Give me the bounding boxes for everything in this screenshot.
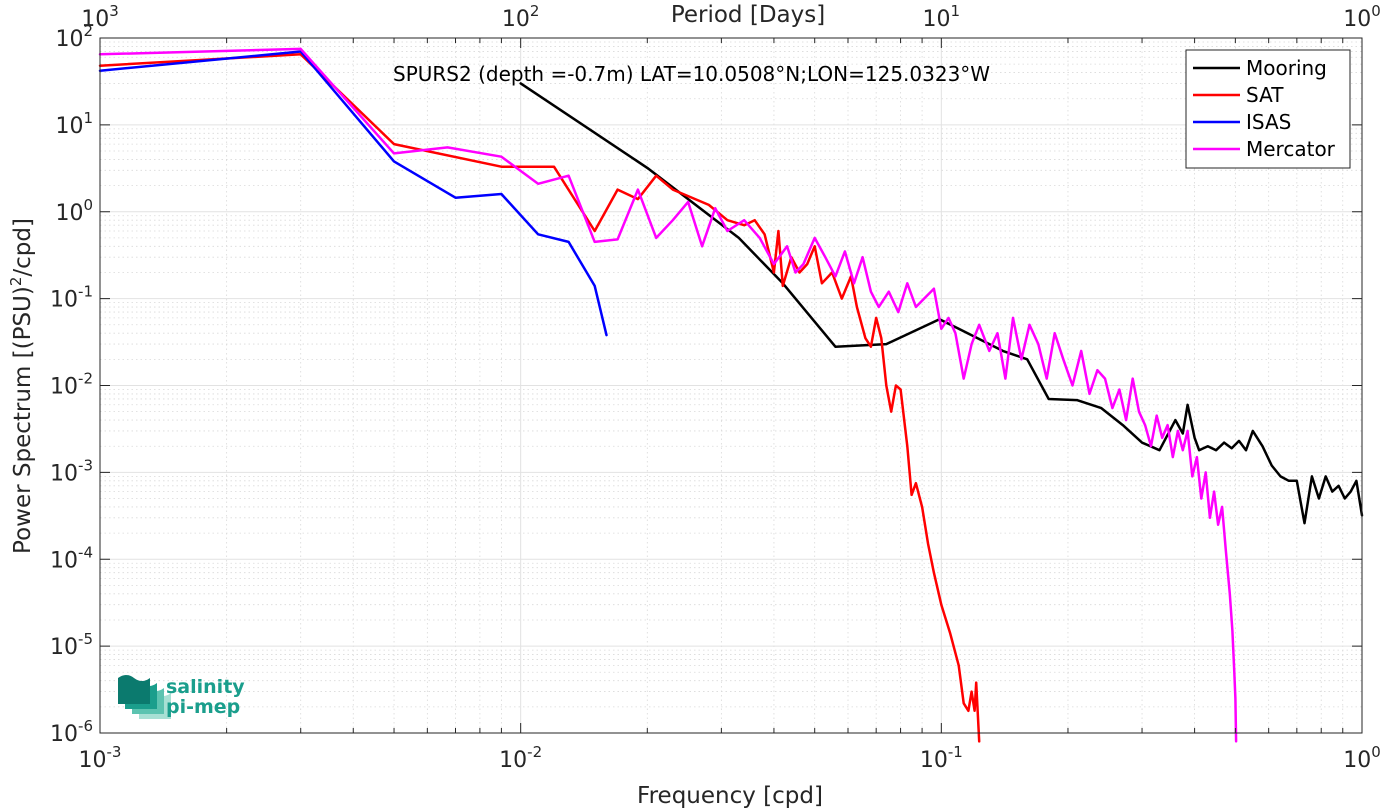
series-line-mercator <box>98 47 1238 743</box>
y-tick-label: 101 <box>55 109 93 139</box>
y-tick-label-exponent: 1 <box>83 109 93 127</box>
y-axis-title-end: /cpd] <box>10 218 36 277</box>
x-tick-label: 10-1 <box>920 743 963 773</box>
y-tick-label-base: 10 <box>55 201 83 226</box>
y-tick-label-exponent: 2 <box>83 22 93 40</box>
y-tick-label: 102 <box>55 22 93 52</box>
legend: Mooring SAT ISAS Mercator <box>1185 49 1351 169</box>
legend-label-sat: SAT <box>1246 83 1284 107</box>
x-tick-label-exponent: -1 <box>948 743 963 761</box>
legend-label-mooring: Mooring <box>1246 56 1327 80</box>
top-tick-label-base: 10 <box>923 7 951 32</box>
y-tick-label: 10-4 <box>50 543 93 573</box>
x-tick-labels: 10-3 10-2 10-1 100 <box>79 743 1381 773</box>
y-axis-title: Power Spectrum [(PSU)2/cpd] <box>7 218 36 554</box>
y-tick-label-exponent: -5 <box>78 630 93 648</box>
top-tick-label-exponent: 2 <box>530 2 540 20</box>
y-tick-label-base: 10 <box>50 635 78 660</box>
top-tick-label-exponent: 3 <box>109 2 119 20</box>
logo-text-line1: salinity <box>166 676 245 698</box>
top-tick-label-base: 10 <box>81 7 109 32</box>
y-tick-label-exponent: -4 <box>78 543 93 561</box>
y-tick-label-base: 10 <box>55 114 83 139</box>
y-tick-label-base: 10 <box>50 548 78 573</box>
salinity-pi-mep-logo: salinity pi-mep <box>118 675 245 719</box>
x-tick-label: 100 <box>1343 743 1381 773</box>
x-tick-label-base: 10 <box>499 748 527 773</box>
series-line-isas <box>98 50 608 337</box>
top-tick-label: 102 <box>502 2 540 32</box>
legend-label-isas: ISAS <box>1246 110 1291 134</box>
top-tick-label: 103 <box>81 2 119 32</box>
legend-label-mercator: Mercator <box>1246 137 1336 161</box>
x-tick-label-base: 10 <box>920 748 948 773</box>
logo-text-line2: pi-mep <box>166 696 240 718</box>
top-tick-label-base: 10 <box>502 7 530 32</box>
legend-items: Mooring SAT ISAS Mercator <box>1193 56 1336 161</box>
x-tick-label-base: 10 <box>79 748 107 773</box>
x-tick-label-exponent: -3 <box>107 743 122 761</box>
x-tick-label-exponent: -2 <box>527 743 542 761</box>
y-axis-title-sup: 2 <box>7 277 25 287</box>
top-tick-label-exponent: 0 <box>1371 2 1381 20</box>
y-tick-label: 100 <box>55 196 93 226</box>
y-tick-label-base: 10 <box>55 27 83 52</box>
top-axis-tick-labels: 103 102 101 100 <box>81 2 1381 32</box>
chart-annotation: SPURS2 (depth =-0.7m) LAT=10.0508°N;LON=… <box>393 62 990 86</box>
y-tick-label-base: 10 <box>50 375 78 400</box>
y-tick-label-exponent: -1 <box>78 283 93 301</box>
y-tick-label: 10-3 <box>50 456 93 486</box>
x-tick-label: 10-3 <box>79 743 122 773</box>
top-axis-title: Period [Days] <box>671 2 825 28</box>
series-layer <box>98 47 1364 743</box>
y-tick-label: 10-6 <box>50 717 93 747</box>
y-tick-label-exponent: -2 <box>78 370 93 388</box>
top-tick-label-exponent: 1 <box>951 2 961 20</box>
x-axis-title: Frequency [cpd] <box>637 783 823 809</box>
y-tick-label: 10-2 <box>50 370 93 400</box>
axis-tick-marks <box>99 37 1363 734</box>
series-line-sat <box>98 53 981 743</box>
y-tick-label-base: 10 <box>50 461 78 486</box>
x-tick-label: 10-2 <box>499 743 542 773</box>
y-tick-label-base: 10 <box>50 288 78 313</box>
logo-wave-icon <box>118 675 171 719</box>
y-tick-label: 10-1 <box>50 283 93 313</box>
top-tick-label: 100 <box>1343 2 1381 32</box>
x-tick-label-base: 10 <box>1343 748 1371 773</box>
y-tick-label-base: 10 <box>50 722 78 747</box>
y-tick-label-exponent: -6 <box>78 717 93 735</box>
y-tick-label: 10-5 <box>50 630 93 660</box>
top-tick-label-base: 10 <box>1343 7 1371 32</box>
top-tick-label: 101 <box>923 2 961 32</box>
logo-wave-layer <box>118 675 150 704</box>
x-tick-label-exponent: 0 <box>1371 743 1381 761</box>
y-tick-label-exponent: -3 <box>78 456 93 474</box>
y-axis-title-main: Power Spectrum [(PSU) <box>10 286 36 554</box>
series-line-mooring <box>519 82 1364 525</box>
y-tick-label-exponent: 0 <box>83 196 93 214</box>
